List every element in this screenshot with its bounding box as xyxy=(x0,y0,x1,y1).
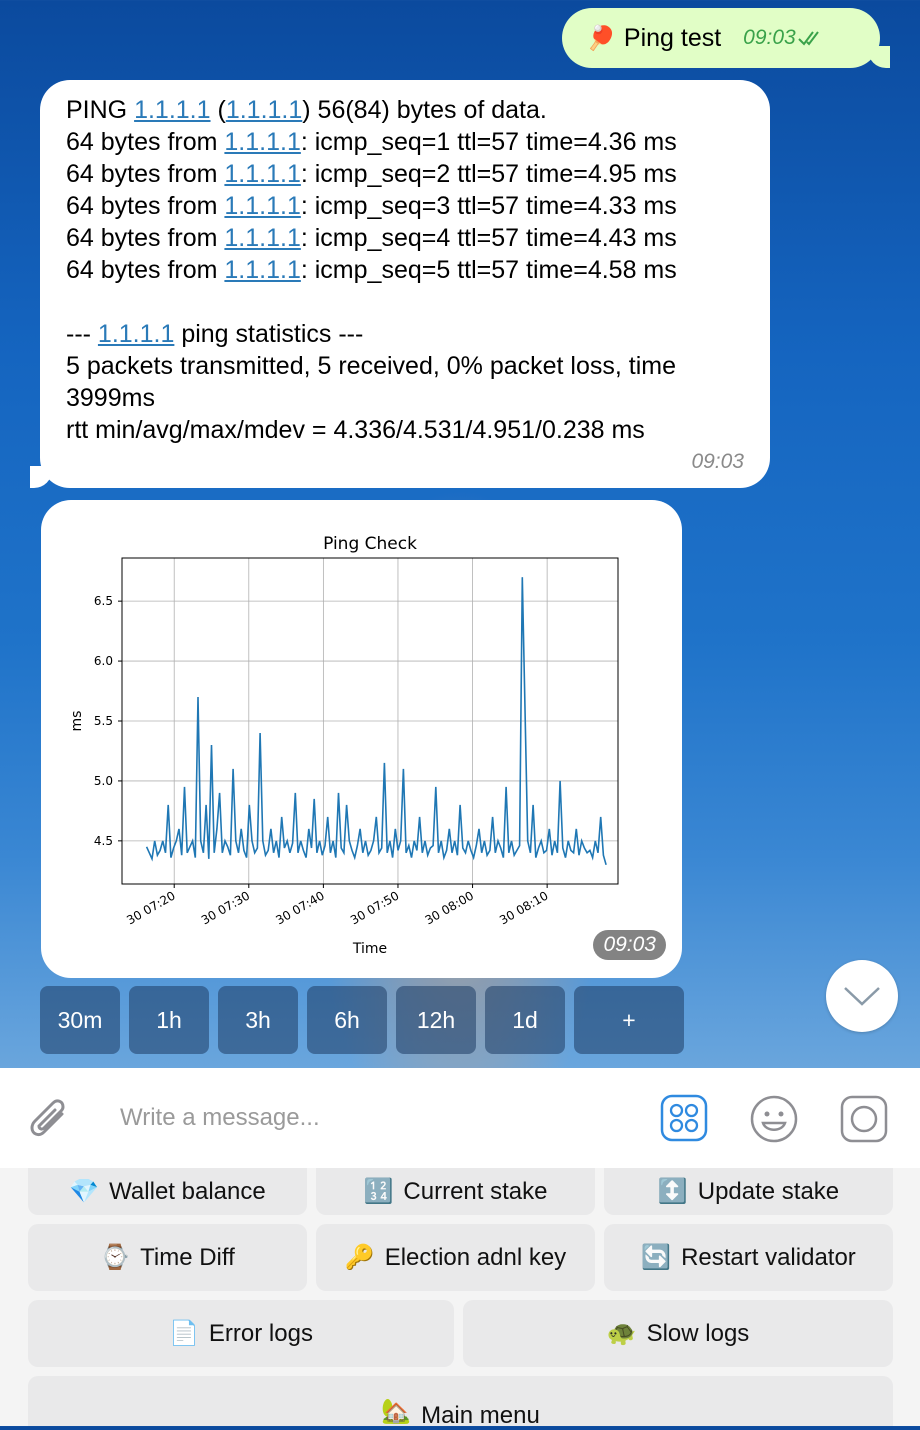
ping-output-message: PING 1.1.1.1 (1.1.1.1) 56(84) bytes of d… xyxy=(30,80,770,488)
message-input[interactable]: Write a message... xyxy=(120,1104,320,1131)
watch-icon: ⌚ xyxy=(100,1244,131,1271)
y-tick-label: 6.0 xyxy=(94,654,113,668)
message-time: 09:03 xyxy=(593,930,666,960)
refresh-icon: 🔄 xyxy=(641,1244,672,1271)
more-timeframes-button[interactable]: + xyxy=(574,986,684,1054)
election-adnl-key-button[interactable]: 🔑 Election adnl key xyxy=(316,1224,595,1291)
error-logs-button[interactable]: 📄 Error logs xyxy=(28,1300,454,1367)
host-link[interactable]: 1.1.1.1 xyxy=(225,96,303,124)
y-axis-label: ms xyxy=(69,711,85,732)
paperclip-icon[interactable] xyxy=(26,1094,72,1144)
restart-validator-button[interactable]: 🔄 Restart validator xyxy=(604,1224,893,1291)
x-tick-label: 30 08:10 xyxy=(497,888,550,927)
y-tick-label: 5.0 xyxy=(94,774,113,788)
timeframe-30m-button[interactable]: 30m xyxy=(40,986,120,1054)
message-input-bar: Write a message... xyxy=(0,1068,920,1168)
outgoing-message[interactable]: 🏓 Ping test 09:03 xyxy=(562,8,890,68)
host-link[interactable]: 1.1.1.1 xyxy=(97,320,175,348)
message-text: Ping test xyxy=(623,23,722,52)
y-tick-label: 6.5 xyxy=(94,594,113,608)
scroll-down-button[interactable] xyxy=(826,960,898,1032)
composer-area: Write a message... 💎 Wallet balance 🔢 Cu… xyxy=(0,1068,920,1429)
chart-message[interactable]: 4.5 5.0 5.5 6.0 6.5 30 07:20 30 07:30 30 07:40… xyxy=(41,500,682,978)
chevron-down-icon xyxy=(844,987,880,1006)
ping-output-text: PING 1.1.1.1 (1.1.1.1) 56(84) bytes of d… xyxy=(66,96,677,444)
x-axis-label: Time xyxy=(352,941,387,957)
x-tick-label: 30 07:40 xyxy=(273,888,326,927)
message-time: 09:03 xyxy=(691,450,744,473)
emoji-icon[interactable] xyxy=(749,1094,799,1144)
gem-icon: 💎 xyxy=(69,1178,100,1205)
timeframe-12h-button[interactable]: 12h xyxy=(396,986,476,1054)
double-check-icon xyxy=(798,31,819,46)
current-stake-button[interactable]: 🔢 Current stake xyxy=(316,1168,595,1215)
host-link[interactable]: 1.1.1.1 xyxy=(224,192,301,220)
main-menu-button[interactable]: 🏡 Main menu xyxy=(28,1376,893,1429)
numbers-icon: 🔢 xyxy=(363,1178,394,1205)
document-icon: 📄 xyxy=(169,1320,199,1347)
time-diff-button[interactable]: ⌚ Time Diff xyxy=(28,1224,307,1291)
timeframe-1h-button[interactable]: 1h xyxy=(129,986,209,1054)
host-link[interactable]: 1.1.1.1 xyxy=(224,160,301,188)
update-stake-button[interactable]: ↕️ Update stake xyxy=(604,1168,893,1215)
key-icon: 🔑 xyxy=(344,1244,375,1271)
timeframe-3h-button[interactable]: 3h xyxy=(218,986,298,1054)
chart-title: Ping Check xyxy=(323,534,417,554)
ping-chart: 4.5 5.0 5.5 6.0 6.5 30 07:20 30 07:30 30 07:40… xyxy=(69,534,619,957)
slow-logs-button[interactable]: 🐢 Slow logs xyxy=(463,1300,893,1367)
camera-icon[interactable] xyxy=(839,1094,889,1144)
ping-pong-icon: 🏓 xyxy=(586,24,616,52)
host-link[interactable]: 1.1.1.1 xyxy=(224,224,301,252)
y-tick-label: 5.5 xyxy=(94,714,113,728)
y-tick-label: 4.5 xyxy=(94,834,113,848)
message-time: 09:03 xyxy=(743,26,824,50)
host-link[interactable]: 1.1.1.1 xyxy=(224,256,301,284)
house-icon: 🏡 xyxy=(381,1398,412,1425)
timeframe-1d-button[interactable]: 1d xyxy=(485,986,565,1054)
timeframe-6h-button[interactable]: 6h xyxy=(307,986,387,1054)
host-link[interactable]: 1.1.1.1 xyxy=(224,128,301,156)
up-down-arrow-icon: ↕️ xyxy=(657,1178,688,1205)
wallet-balance-button[interactable]: 💎 Wallet balance xyxy=(28,1168,307,1215)
turtle-icon: 🐢 xyxy=(606,1320,637,1347)
plot-frame xyxy=(121,557,619,885)
series-line xyxy=(145,577,607,866)
x-tick-label: 30 07:50 xyxy=(348,888,401,927)
host-link[interactable]: 1.1.1.1 xyxy=(134,96,211,124)
x-tick-label: 30 07:30 xyxy=(199,888,252,927)
inline-keyboard: 30m 1h 3h 6h 12h 1d + xyxy=(40,986,684,1054)
x-tick-label: 30 08:00 xyxy=(423,888,476,927)
x-tick-label: 30 07:20 xyxy=(124,888,177,927)
bot-keyboard-icon[interactable] xyxy=(660,1094,708,1142)
